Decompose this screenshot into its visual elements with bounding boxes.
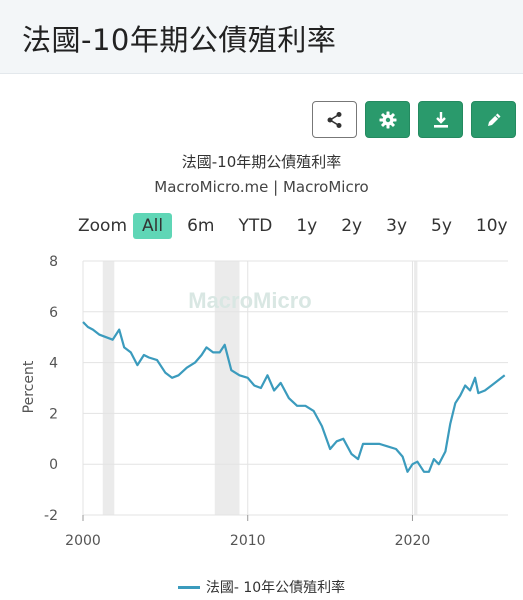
download-button[interactable] xyxy=(418,101,463,138)
y-tick-label: 6 xyxy=(49,305,58,321)
share-button[interactable] xyxy=(312,101,357,138)
shaded-period-1 xyxy=(214,261,240,515)
line-chart: MacroMicro 8 6 4 2 0 -2 2000 2010 2020 Percent xyxy=(21,254,508,549)
x-tick-label: 2000 xyxy=(65,533,101,549)
chart-title: 法國-10年期公債殖利率 xyxy=(181,153,342,171)
y-tick-label: 0 xyxy=(49,457,58,473)
range-button-ytd[interactable]: YTD xyxy=(238,216,273,236)
edit-button[interactable] xyxy=(471,101,516,138)
settings-button[interactable] xyxy=(365,101,410,138)
download-icon xyxy=(433,111,448,128)
range-button-1y[interactable]: 1y xyxy=(296,216,318,236)
share-icon xyxy=(327,111,341,128)
shaded-period-2 xyxy=(414,261,418,515)
series-line-0[interactable] xyxy=(82,321,506,473)
x-tick-label: 2020 xyxy=(395,533,431,549)
y-tick-label: 4 xyxy=(49,356,58,372)
y-tick-label: 8 xyxy=(49,254,58,270)
range-selector: Zoom All 6m YTD 1y 2y 3y 5y 10y xyxy=(78,213,523,239)
range-button-3y[interactable]: 3y xyxy=(386,216,408,236)
chart-subtitle: MacroMicro.me | MacroMicro xyxy=(154,178,369,196)
chart-legend[interactable]: 法國- 10年公債殖利率 xyxy=(0,577,523,597)
x-tick-label: 2010 xyxy=(230,533,266,549)
y-axis-label: Percent xyxy=(21,360,37,413)
gear-icon xyxy=(379,111,396,128)
watermark-text: MacroMicro xyxy=(188,288,311,313)
chart-toolbar xyxy=(312,101,516,138)
page-header: 法國-10年期公債殖利率 xyxy=(0,0,523,74)
range-button-10y[interactable]: 10y xyxy=(475,216,508,236)
range-button-5y[interactable]: 5y xyxy=(431,216,452,236)
page-title: 法國-10年期公債殖利率 xyxy=(22,23,337,57)
y-tick-label: 2 xyxy=(49,406,58,422)
pencil-icon xyxy=(487,113,500,126)
range-button-all[interactable]: All xyxy=(133,213,173,239)
range-button-2y[interactable]: 2y xyxy=(341,216,363,236)
legend-label: 法國- 10年公債殖利率 xyxy=(205,580,346,596)
range-button-6m[interactable]: 6m xyxy=(187,216,215,236)
zoom-label: Zoom xyxy=(78,216,128,236)
shaded-period-0 xyxy=(102,261,115,515)
y-tick-label: -2 xyxy=(44,508,58,524)
legend-swatch xyxy=(177,585,200,589)
